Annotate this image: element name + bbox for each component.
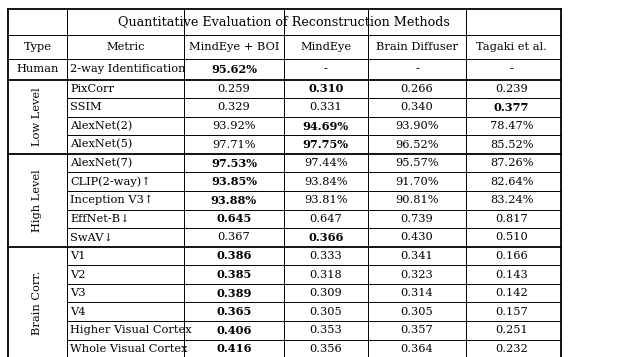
Text: 78.47%: 78.47% bbox=[490, 121, 533, 131]
Text: 0.143: 0.143 bbox=[495, 270, 528, 280]
Text: 0.353: 0.353 bbox=[309, 325, 342, 335]
Text: 95.62%: 95.62% bbox=[211, 64, 257, 75]
Text: Brain Diffuser: Brain Diffuser bbox=[376, 42, 458, 52]
Text: 0.259: 0.259 bbox=[218, 84, 250, 94]
Text: 85.52%: 85.52% bbox=[490, 140, 533, 150]
Text: 83.24%: 83.24% bbox=[490, 195, 533, 205]
Text: 0.310: 0.310 bbox=[308, 84, 344, 94]
Text: 0.647: 0.647 bbox=[309, 214, 342, 224]
Text: 0.817: 0.817 bbox=[495, 214, 528, 224]
Text: CLIP(2-way)↑: CLIP(2-way)↑ bbox=[70, 176, 151, 187]
Text: 97.44%: 97.44% bbox=[304, 158, 348, 168]
Text: -: - bbox=[324, 64, 328, 74]
Text: Brain Corr.: Brain Corr. bbox=[33, 270, 42, 335]
Text: Tagaki et al.: Tagaki et al. bbox=[476, 42, 547, 52]
Text: Metric: Metric bbox=[106, 42, 145, 52]
Text: 93.92%: 93.92% bbox=[212, 121, 255, 131]
Text: 2-way Identification: 2-way Identification bbox=[70, 64, 186, 74]
Text: 0.386: 0.386 bbox=[216, 251, 252, 261]
Text: 0.645: 0.645 bbox=[216, 213, 252, 224]
Text: V1: V1 bbox=[70, 251, 86, 261]
Text: 0.739: 0.739 bbox=[401, 214, 433, 224]
Text: 0.510: 0.510 bbox=[495, 232, 528, 242]
Text: V3: V3 bbox=[70, 288, 86, 298]
Text: 0.232: 0.232 bbox=[495, 344, 528, 354]
Text: 0.314: 0.314 bbox=[401, 288, 433, 298]
Text: Quantitative Evaluation of Reconstruction Methods: Quantitative Evaluation of Reconstructio… bbox=[118, 15, 450, 28]
Text: Whole Visual Cortex: Whole Visual Cortex bbox=[70, 344, 188, 354]
Text: 97.71%: 97.71% bbox=[212, 140, 255, 150]
Text: AlexNet(7): AlexNet(7) bbox=[70, 158, 132, 168]
Text: 95.57%: 95.57% bbox=[396, 158, 438, 168]
Text: 93.85%: 93.85% bbox=[211, 176, 257, 187]
Text: 0.166: 0.166 bbox=[495, 251, 528, 261]
Text: 0.367: 0.367 bbox=[218, 232, 250, 242]
Text: High Level: High Level bbox=[33, 169, 42, 232]
Text: 0.157: 0.157 bbox=[495, 307, 528, 317]
Text: 0.331: 0.331 bbox=[309, 102, 342, 112]
Text: 96.52%: 96.52% bbox=[396, 140, 438, 150]
Text: AlexNet(2): AlexNet(2) bbox=[70, 121, 132, 131]
Text: 0.364: 0.364 bbox=[401, 344, 433, 354]
Text: 0.142: 0.142 bbox=[495, 288, 528, 298]
Text: 0.333: 0.333 bbox=[309, 251, 342, 261]
Text: 0.406: 0.406 bbox=[216, 325, 252, 336]
Text: AlexNet(5): AlexNet(5) bbox=[70, 140, 132, 150]
Text: 0.305: 0.305 bbox=[309, 307, 342, 317]
Text: 0.266: 0.266 bbox=[401, 84, 433, 94]
Text: V2: V2 bbox=[70, 270, 86, 280]
Text: 82.64%: 82.64% bbox=[490, 177, 533, 187]
Text: Low Level: Low Level bbox=[33, 87, 42, 146]
Text: 0.251: 0.251 bbox=[495, 325, 528, 335]
Text: -: - bbox=[415, 64, 419, 74]
Text: 0.357: 0.357 bbox=[401, 325, 433, 335]
Text: 0.309: 0.309 bbox=[309, 288, 342, 298]
Text: 0.430: 0.430 bbox=[401, 232, 433, 242]
Text: 93.90%: 93.90% bbox=[396, 121, 438, 131]
Text: V4: V4 bbox=[70, 307, 86, 317]
Text: Human: Human bbox=[16, 64, 59, 74]
Text: 93.81%: 93.81% bbox=[304, 195, 348, 205]
Text: 0.356: 0.356 bbox=[309, 344, 342, 354]
Text: 0.340: 0.340 bbox=[401, 102, 433, 112]
Text: MindEye: MindEye bbox=[300, 42, 351, 52]
Text: 93.84%: 93.84% bbox=[304, 177, 348, 187]
Text: 0.305: 0.305 bbox=[401, 307, 433, 317]
Text: -: - bbox=[509, 64, 514, 74]
Text: Higher Visual Cortex: Higher Visual Cortex bbox=[70, 325, 192, 335]
Text: 97.75%: 97.75% bbox=[303, 139, 349, 150]
Text: 87.26%: 87.26% bbox=[490, 158, 533, 168]
Text: 94.69%: 94.69% bbox=[303, 121, 349, 131]
Text: 0.365: 0.365 bbox=[216, 306, 252, 317]
Text: 0.329: 0.329 bbox=[218, 102, 250, 112]
Text: EffNet-B↓: EffNet-B↓ bbox=[70, 214, 130, 224]
Text: 0.416: 0.416 bbox=[216, 343, 252, 354]
Text: 0.318: 0.318 bbox=[309, 270, 342, 280]
Text: 0.323: 0.323 bbox=[401, 270, 433, 280]
Text: 0.385: 0.385 bbox=[216, 269, 252, 280]
Text: 0.366: 0.366 bbox=[308, 232, 344, 243]
Text: 0.389: 0.389 bbox=[216, 288, 252, 298]
Text: 0.377: 0.377 bbox=[494, 102, 529, 113]
Text: 91.70%: 91.70% bbox=[396, 177, 438, 187]
Text: Inception V3↑: Inception V3↑ bbox=[70, 195, 154, 205]
Text: 97.53%: 97.53% bbox=[211, 158, 257, 169]
Text: 0.239: 0.239 bbox=[495, 84, 528, 94]
Text: 93.88%: 93.88% bbox=[211, 195, 257, 206]
Text: SSIM: SSIM bbox=[70, 102, 102, 112]
Text: Type: Type bbox=[24, 42, 51, 52]
Text: MindEye + BOI: MindEye + BOI bbox=[189, 42, 279, 52]
Text: 0.341: 0.341 bbox=[401, 251, 433, 261]
Text: SwAV↓: SwAV↓ bbox=[70, 232, 113, 242]
Text: PixCorr: PixCorr bbox=[70, 84, 115, 94]
Text: 90.81%: 90.81% bbox=[396, 195, 438, 205]
